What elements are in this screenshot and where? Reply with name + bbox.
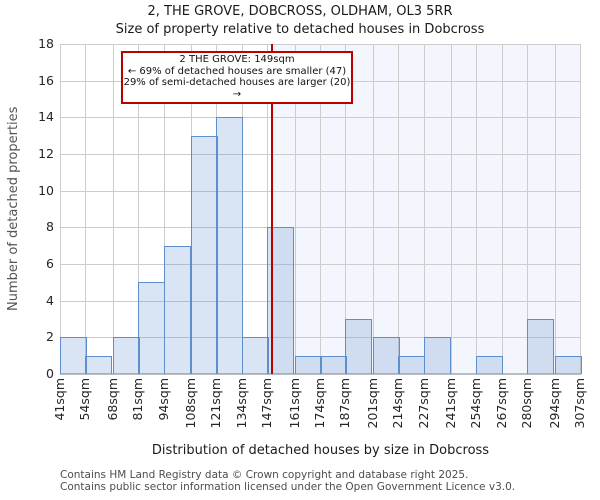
histogram-bar [241,337,269,374]
v-gridline [60,44,61,374]
v-gridline [320,44,321,374]
x-tick-label: 54sqm [77,378,93,421]
annotation-line-3: 29% of semi-detached houses are larger (… [123,77,351,100]
x-tick-label: 161sqm [286,378,302,429]
x-tick-label: 68sqm [104,378,120,421]
v-gridline [554,44,556,374]
y-tick-label: 8 [46,219,54,235]
chart-title: 2, THE GROVE, DOBCROSS, OLDHAM, OL3 5RR [147,4,453,19]
histogram-bar [372,337,400,374]
y-tick-label: 4 [46,292,54,308]
histogram-bar [527,319,555,374]
v-gridline [294,44,296,374]
footer-line-2: Contains public sector information licen… [60,480,516,493]
x-tick-label: 187sqm [337,378,353,429]
y-tick-label: 18 [38,36,54,51]
v-gridline [501,44,503,374]
x-tick-label: 134sqm [233,378,249,429]
x-tick-label: 147sqm [259,378,275,429]
plot-area [60,44,582,375]
histogram-bar [320,355,347,374]
histogram-bar [476,355,504,374]
y-tick-label: 12 [38,146,54,161]
y-tick-label: 10 [38,182,54,198]
x-tick-label: 307sqm [572,378,587,429]
histogram-bar [423,337,451,374]
v-gridline [527,44,529,374]
histogram-bar [345,319,373,374]
annotation-line-2: ← 69% of detached houses are smaller (47… [127,65,347,77]
histogram-bar [138,282,166,374]
histogram-bar [112,337,140,374]
v-gridline [580,44,581,374]
y-tick-label: 0 [46,366,54,381]
y-axis-title: Number of detached properties [6,106,21,312]
y-tick-label: 2 [46,329,54,345]
marker-line [270,44,273,374]
histogram-bar [398,355,426,374]
histogram-bar [190,135,218,374]
v-gridline [450,44,452,374]
histogram-bar [554,355,582,374]
x-tick-label: 267sqm [493,378,509,429]
x-tick-label: 254sqm [468,378,484,429]
x-axis-title: Distribution of detached houses by size … [151,443,490,458]
x-tick-label: 201sqm [364,378,380,429]
y-tick-label: 6 [46,256,54,271]
v-gridline [398,44,400,374]
v-gridline [163,44,165,374]
y-tick-label: 14 [38,109,54,125]
x-tick-label: 94sqm [155,378,171,421]
x-tick-label: 108sqm [182,378,198,429]
x-tick-label: 214sqm [390,378,406,429]
v-gridline [423,44,425,374]
x-tick-label: 121sqm [208,378,224,429]
marker-annotation-box: 2 THE GROVE: 149sqm ← 69% of detached ho… [121,51,353,104]
x-tick-label: 227sqm [415,378,431,429]
v-gridline [112,44,114,374]
v-gridline [241,44,243,374]
histogram-bar [216,117,244,374]
x-tick-label: 241sqm [442,378,458,429]
chart-subtitle: Size of property relative to detached ho… [115,22,485,37]
h-gridline [60,374,581,375]
v-gridline [138,44,140,374]
v-gridline [85,44,87,374]
histogram-bar [60,337,87,374]
histogram-bar [85,355,113,374]
x-tick-label: 81sqm [130,378,146,421]
x-tick-label: 174sqm [312,378,327,429]
v-gridline [267,44,269,374]
v-gridline [345,44,347,374]
x-tick-label: 280sqm [519,378,535,429]
y-tick-label: 16 [38,72,54,88]
v-gridline [476,44,478,374]
annotation-line-1: 2 THE GROVE: 149sqm [179,54,295,65]
footer-line-1: Contains HM Land Registry data © Crown c… [60,469,469,481]
histogram-bar [294,355,322,374]
attribution-footer: Contains HM Land Registry data © Crown c… [60,469,516,493]
histogram-bar [163,245,191,374]
v-gridline [372,44,374,374]
x-tick-label: 41sqm [52,378,67,421]
x-tick-label: 294sqm [546,378,562,429]
